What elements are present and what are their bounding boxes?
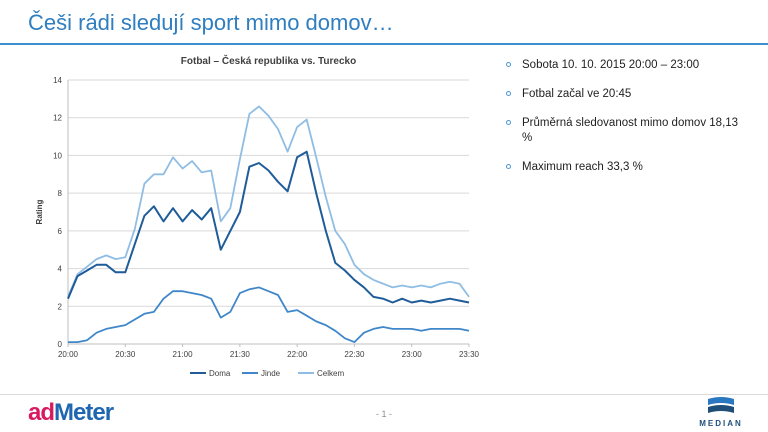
y-tick-label: 6 bbox=[58, 227, 63, 236]
x-tick-label: 22:30 bbox=[344, 350, 365, 359]
bullet-icon bbox=[506, 164, 511, 169]
series-line-celkem bbox=[67, 105, 470, 298]
median-logo-text: MEDIAN bbox=[699, 419, 743, 428]
y-tick-label: 14 bbox=[53, 76, 62, 85]
bullet-kickoff: Fotbal začal ve 20:45 bbox=[496, 87, 751, 102]
y-tick-label: 8 bbox=[58, 189, 63, 198]
x-tick-label: 23:00 bbox=[402, 350, 423, 359]
info-bullet-list: Sobota 10. 10. 2015 20:00 – 23:00 Fotbal… bbox=[496, 58, 751, 189]
legend-label-jinde: Jinde bbox=[261, 369, 281, 378]
chart-area: Fotbal – Česká republika vs. Turecko 0 2 4 6… bbox=[0, 46, 490, 391]
y-axis-label: Rating bbox=[35, 199, 44, 224]
x-tick-label: 21:00 bbox=[173, 350, 194, 359]
x-tick-label: 21:30 bbox=[230, 350, 251, 359]
bullet-average: Průměrná sledovanost mimo domov 18,13 % bbox=[496, 116, 751, 146]
bullet-icon bbox=[506, 91, 511, 96]
x-tick-label: 20:30 bbox=[115, 350, 136, 359]
bullet-icon bbox=[506, 120, 511, 125]
footer-divider bbox=[0, 394, 768, 395]
x-tick-label: 20:00 bbox=[58, 350, 79, 359]
y-tick-label: 0 bbox=[58, 340, 63, 349]
x-tick-label: 22:00 bbox=[287, 350, 308, 359]
legend-label-celkem: Celkem bbox=[317, 369, 344, 378]
slide-title: Češi rádi sledují sport mimo domov… bbox=[28, 10, 394, 35]
y-tick-label: 12 bbox=[53, 114, 62, 123]
admeter-logo: adMeter bbox=[28, 399, 114, 426]
bullet-icon bbox=[506, 62, 511, 67]
page-number: - 1 - bbox=[375, 409, 392, 419]
series-line-jinde bbox=[68, 286, 470, 344]
chart-title: Fotbal – Česká republika vs. Turecko bbox=[181, 54, 356, 67]
x-tick-label: 23:30 bbox=[459, 350, 480, 359]
y-tick-label: 2 bbox=[58, 302, 63, 311]
series-line-doma bbox=[67, 150, 470, 304]
y-tick-label: 4 bbox=[58, 265, 63, 274]
line-chart: Fotbal – Česká republika vs. Turecko 0 2 4 6… bbox=[35, 54, 480, 378]
median-logo-icon bbox=[708, 397, 734, 413]
title-divider bbox=[0, 43, 768, 45]
legend-label-doma: Doma bbox=[209, 369, 231, 378]
bullet-date: Sobota 10. 10. 2015 20:00 – 23:00 bbox=[496, 58, 751, 73]
y-tick-label: 10 bbox=[53, 151, 62, 160]
bullet-reach: Maximum reach 33,3 % bbox=[496, 160, 751, 175]
